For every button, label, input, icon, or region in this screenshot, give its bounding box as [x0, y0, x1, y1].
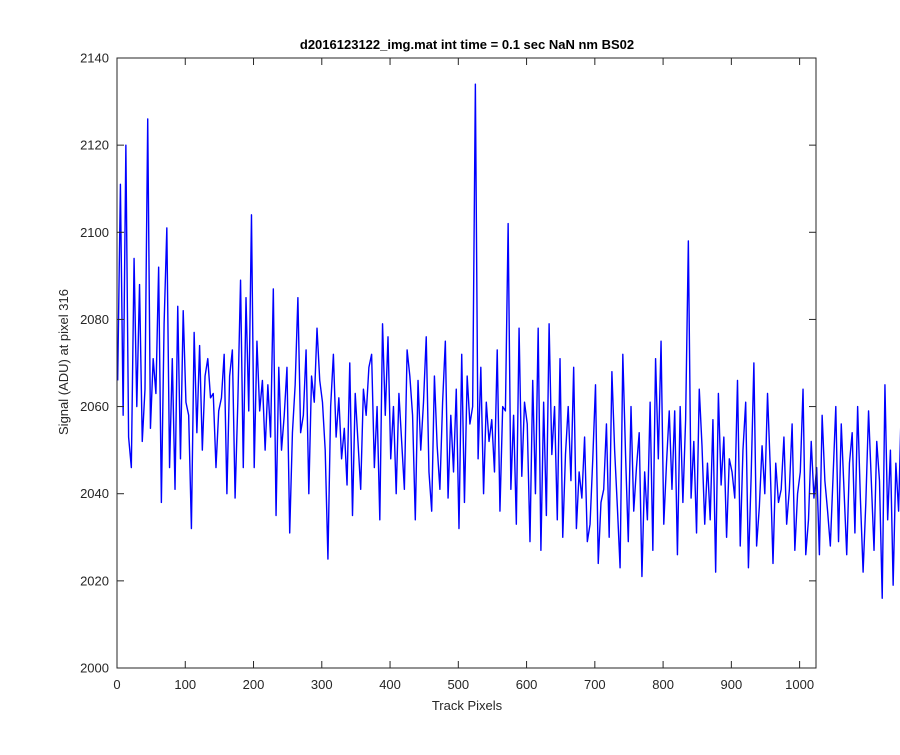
axes-background — [117, 58, 816, 668]
x-tick-label: 600 — [516, 677, 538, 692]
y-tick-label: 2120 — [80, 138, 109, 153]
x-tick-label: 900 — [721, 677, 743, 692]
y-tick-label: 2020 — [80, 573, 109, 588]
y-axis-label: Signal (ADU) at pixel 316 — [56, 289, 71, 435]
chart-title: d2016123122_img.mat int time = 0.1 sec N… — [300, 37, 634, 52]
x-tick-label: 1000 — [785, 677, 814, 692]
x-tick-label: 0 — [113, 677, 120, 692]
y-tick-label: 2040 — [80, 486, 109, 501]
y-tick-label: 2100 — [80, 225, 109, 240]
x-tick-label: 700 — [584, 677, 606, 692]
plot-area — [116, 57, 900, 669]
series-line-1 — [116, 83, 900, 599]
x-axis: 0 100 200 300 400 500 600 700 800 900 1000 — [113, 58, 814, 692]
y-tick-label: 2140 — [80, 51, 109, 66]
y-tick-label: 2000 — [80, 661, 109, 676]
x-tick-label: 200 — [243, 677, 265, 692]
y-tick-label: 2060 — [80, 399, 109, 414]
x-tick-label: 100 — [174, 677, 196, 692]
x-tick-label: 400 — [379, 677, 401, 692]
axes-frame — [116, 57, 817, 669]
y-tick-label: 2080 — [80, 312, 109, 327]
x-tick-label: 800 — [652, 677, 674, 692]
y-axis: 2000 2020 2040 2060 2080 2100 2120 2140 — [80, 51, 816, 676]
x-tick-label: 300 — [311, 677, 333, 692]
x-tick-label: 500 — [447, 677, 469, 692]
x-axis-label: Track Pixels — [432, 698, 503, 713]
